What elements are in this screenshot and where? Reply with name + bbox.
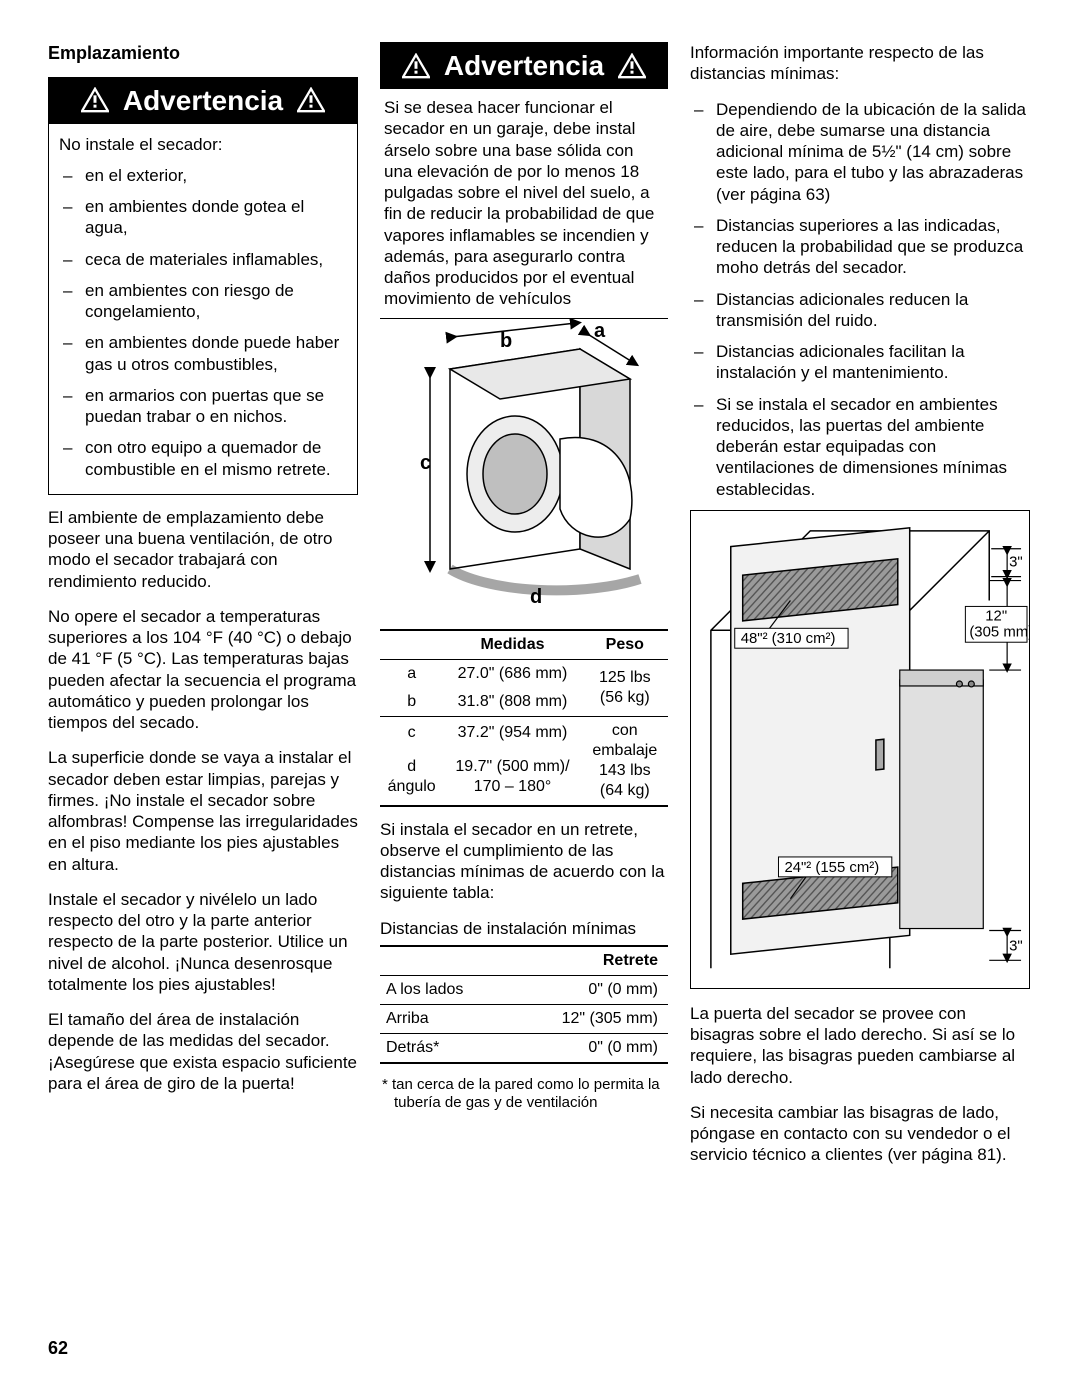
section-title: Emplazamiento	[48, 42, 358, 65]
table-header: Medidas	[443, 630, 581, 660]
table-row: c 37.2" (954 mm) con embalaje143 lbs (64…	[380, 716, 668, 749]
list-item: Distancias adicionales reducen la transm…	[690, 289, 1030, 332]
warning-label: Advertencia	[123, 83, 283, 118]
warning-box-2: Si se desea hacer funcionar el secador e…	[380, 89, 668, 319]
body-text: Si instala el secador en un retrete, obs…	[380, 819, 668, 904]
table-title: Distancias de instalación mínimas	[380, 918, 668, 939]
list-item: en el exterior,	[59, 165, 347, 186]
list-item: ceca de materiales inflamables,	[59, 249, 347, 270]
table-header: Peso	[582, 630, 668, 660]
closet-clearance-figure: 48"² (310 cm²) 24"² (155 cm²) 3" 12" (30…	[690, 510, 1030, 989]
table-header	[380, 946, 508, 976]
table-row: a 27.0" (686 mm) 125 lbs(56 kg)	[380, 659, 668, 688]
warning-intro: No instale el secador:	[59, 134, 347, 155]
warning-triangle-icon	[618, 53, 646, 79]
svg-text:a: a	[594, 320, 606, 342]
list-item: Distancias adicionales facilitan la inst…	[690, 341, 1030, 384]
table-cell: con embalaje143 lbs (64 kg)	[582, 716, 668, 806]
clearance-notes-list: Dependiendo de la ubicación de la salida…	[690, 99, 1030, 500]
table-header: Retrete	[508, 946, 668, 976]
table-row: A los lados0" (0 mm)	[380, 975, 668, 1004]
warning-box-1: No instale el secador: en el exterior, e…	[48, 124, 358, 495]
svg-text:b: b	[500, 330, 512, 352]
warning-triangle-icon	[81, 87, 109, 113]
table-row: Arriba12" (305 mm)	[380, 1004, 668, 1033]
list-item: Distancias superiores a las indicadas, r…	[690, 215, 1030, 279]
svg-text:c: c	[420, 452, 431, 474]
svg-text:3": 3"	[1009, 938, 1023, 954]
list-item: en ambientes donde gotea el agua,	[59, 196, 347, 239]
warning-triangle-icon	[297, 87, 325, 113]
body-text: El ambiente de emplazamiento debe poseer…	[48, 507, 358, 592]
svg-text:48"² (310 cm²): 48"² (310 cm²)	[741, 631, 836, 647]
body-text: Instale el secador y nivélelo un lado re…	[48, 889, 358, 995]
list-item: Dependiendo de la ubicación de la salida…	[690, 99, 1030, 205]
body-text: Información importante respecto de las d…	[690, 42, 1030, 85]
table-cell: 125 lbs(56 kg)	[582, 659, 668, 716]
body-text: La superficie donde se vaya a instalar e…	[48, 747, 358, 875]
body-text: El tamaño del área de instalación depend…	[48, 1009, 358, 1094]
svg-text:d: d	[530, 586, 542, 608]
clearance-table: Retrete A los lados0" (0 mm) Arriba12" (…	[380, 945, 668, 1064]
warning-text: Si se desea hacer funcionar el secador e…	[384, 97, 664, 310]
svg-text:3": 3"	[1009, 554, 1023, 570]
list-item: en ambientes con riesgo de congelamiento…	[59, 280, 347, 323]
list-item: en ambientes donde puede haber gas u otr…	[59, 332, 347, 375]
body-text: Si necesita cambiar las bisagras de lado…	[690, 1102, 1030, 1166]
list-item: Si se instala el secador en ambientes re…	[690, 394, 1030, 500]
body-text: No opere el secador a temperaturas super…	[48, 606, 358, 734]
warning-label: Advertencia	[444, 48, 604, 83]
do-not-install-list: en el exterior, en ambientes donde gotea…	[59, 165, 347, 480]
body-text: La puerta del secador se provee con bisa…	[690, 1003, 1030, 1088]
list-item: en armarios con puertas que se puedan tr…	[59, 385, 347, 428]
table-footnote: * tan cerca de la pared como lo permita …	[380, 1076, 668, 1112]
dimensions-table: Medidas Peso a 27.0" (686 mm) 125 lbs(56…	[380, 629, 668, 807]
table-header	[380, 630, 443, 660]
warning-banner-1: Advertencia	[48, 77, 358, 124]
page-number: 62	[48, 1337, 68, 1360]
svg-text:(305 mm): (305 mm)	[969, 624, 1029, 640]
svg-text:24"² (155 cm²): 24"² (155 cm²)	[784, 860, 879, 876]
dryer-dimensions-figure: a b c d	[380, 319, 668, 619]
list-item: con otro equipo a quemador de combustibl…	[59, 437, 347, 480]
warning-banner-2: Advertencia	[380, 42, 668, 89]
svg-text:12": 12"	[985, 608, 1007, 624]
warning-triangle-icon	[402, 53, 430, 79]
table-row: Detrás*0" (0 mm)	[380, 1033, 668, 1063]
